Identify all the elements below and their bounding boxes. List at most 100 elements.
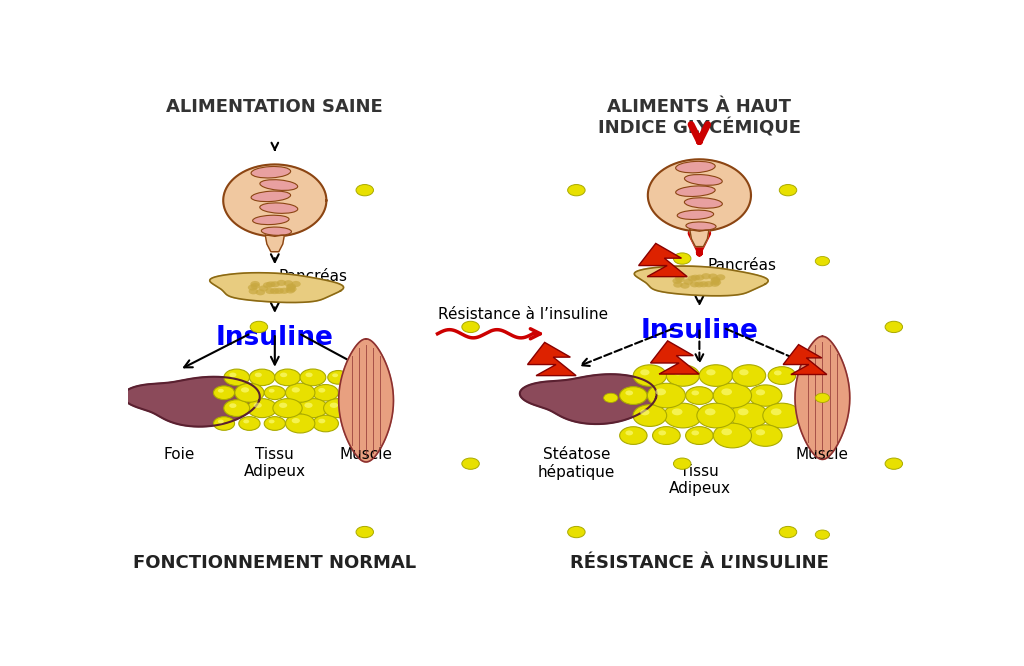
Circle shape xyxy=(664,403,702,428)
Circle shape xyxy=(229,404,237,408)
Circle shape xyxy=(652,427,680,444)
Circle shape xyxy=(674,370,683,376)
Text: Pancréas: Pancréas xyxy=(708,258,776,273)
Circle shape xyxy=(709,274,718,280)
Text: Résistance à l’insuline: Résistance à l’insuline xyxy=(437,308,607,322)
Circle shape xyxy=(244,420,249,424)
Circle shape xyxy=(287,283,296,290)
Text: Insuline: Insuline xyxy=(640,318,759,344)
Circle shape xyxy=(771,408,781,416)
Circle shape xyxy=(680,282,690,288)
Circle shape xyxy=(779,184,797,196)
Circle shape xyxy=(711,278,720,284)
Circle shape xyxy=(286,284,296,291)
Circle shape xyxy=(239,417,260,430)
Circle shape xyxy=(640,370,649,376)
Polygon shape xyxy=(520,374,656,424)
Circle shape xyxy=(286,383,315,402)
Circle shape xyxy=(626,390,633,396)
Circle shape xyxy=(218,389,224,392)
Circle shape xyxy=(686,387,713,404)
Text: ALIMENTS À HAUT
INDICE GLYCÉMIQUE: ALIMENTS À HAUT INDICE GLYCÉMIQUE xyxy=(598,98,801,138)
Circle shape xyxy=(286,414,314,433)
Circle shape xyxy=(284,280,293,286)
Circle shape xyxy=(312,415,338,432)
Polygon shape xyxy=(648,159,751,231)
Circle shape xyxy=(256,289,265,295)
Polygon shape xyxy=(265,235,285,252)
Text: FONCTIONNEMENT NORMAL: FONCTIONNEMENT NORMAL xyxy=(133,554,417,572)
Circle shape xyxy=(647,383,685,408)
Circle shape xyxy=(779,526,797,537)
Circle shape xyxy=(690,274,700,281)
Circle shape xyxy=(224,400,250,416)
Polygon shape xyxy=(783,344,826,374)
Circle shape xyxy=(300,369,326,386)
Circle shape xyxy=(711,276,721,283)
Circle shape xyxy=(695,274,705,280)
Circle shape xyxy=(268,389,274,392)
Circle shape xyxy=(815,530,829,539)
Circle shape xyxy=(279,403,287,408)
Circle shape xyxy=(774,370,781,376)
Circle shape xyxy=(739,369,749,376)
Text: Foie: Foie xyxy=(164,447,196,462)
Circle shape xyxy=(672,408,683,416)
Circle shape xyxy=(250,369,274,386)
Polygon shape xyxy=(210,273,344,302)
Circle shape xyxy=(270,281,280,287)
Circle shape xyxy=(698,281,709,287)
Polygon shape xyxy=(223,165,327,236)
Text: Muscle: Muscle xyxy=(796,447,849,462)
Circle shape xyxy=(292,387,300,392)
Circle shape xyxy=(250,281,260,287)
Text: ALIMENTATION SAINE: ALIMENTATION SAINE xyxy=(167,98,383,116)
Circle shape xyxy=(690,281,699,288)
Polygon shape xyxy=(123,377,260,427)
Circle shape xyxy=(815,256,829,266)
Circle shape xyxy=(305,372,312,377)
Circle shape xyxy=(712,279,721,286)
Text: Pancréas: Pancréas xyxy=(279,268,348,284)
Circle shape xyxy=(732,365,766,386)
Circle shape xyxy=(815,393,829,402)
Circle shape xyxy=(714,383,752,408)
Circle shape xyxy=(626,430,633,436)
Polygon shape xyxy=(339,339,393,462)
Circle shape xyxy=(620,427,647,444)
Ellipse shape xyxy=(251,166,291,178)
Circle shape xyxy=(686,427,713,444)
Circle shape xyxy=(248,399,276,418)
Text: Muscle: Muscle xyxy=(340,447,392,462)
Circle shape xyxy=(705,408,716,416)
Circle shape xyxy=(567,526,585,537)
Circle shape xyxy=(229,372,237,377)
Polygon shape xyxy=(650,341,699,374)
Circle shape xyxy=(674,253,691,264)
Circle shape xyxy=(633,405,667,426)
Circle shape xyxy=(291,281,301,287)
Circle shape xyxy=(462,321,479,332)
Circle shape xyxy=(264,417,286,430)
Ellipse shape xyxy=(684,174,722,185)
Circle shape xyxy=(356,526,374,537)
Polygon shape xyxy=(690,230,709,246)
Circle shape xyxy=(620,387,647,404)
Circle shape xyxy=(276,280,286,286)
Circle shape xyxy=(675,274,684,280)
Circle shape xyxy=(711,280,720,287)
Ellipse shape xyxy=(686,222,716,230)
Circle shape xyxy=(251,283,260,289)
Circle shape xyxy=(213,417,234,430)
Text: Insuline: Insuline xyxy=(216,324,334,350)
Circle shape xyxy=(658,430,666,436)
Circle shape xyxy=(272,399,302,418)
Circle shape xyxy=(885,321,902,332)
Circle shape xyxy=(673,282,683,288)
Circle shape xyxy=(218,420,224,424)
Circle shape xyxy=(318,388,326,392)
Circle shape xyxy=(248,284,257,290)
Circle shape xyxy=(270,288,280,294)
Circle shape xyxy=(304,402,312,408)
Circle shape xyxy=(667,365,699,386)
